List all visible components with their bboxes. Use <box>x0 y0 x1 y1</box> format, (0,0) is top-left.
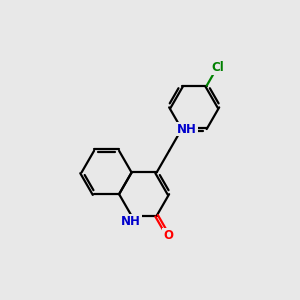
Text: NH: NH <box>121 214 141 228</box>
Text: Cl: Cl <box>211 61 224 74</box>
Text: NH: NH <box>177 122 197 136</box>
Text: O: O <box>163 229 173 242</box>
